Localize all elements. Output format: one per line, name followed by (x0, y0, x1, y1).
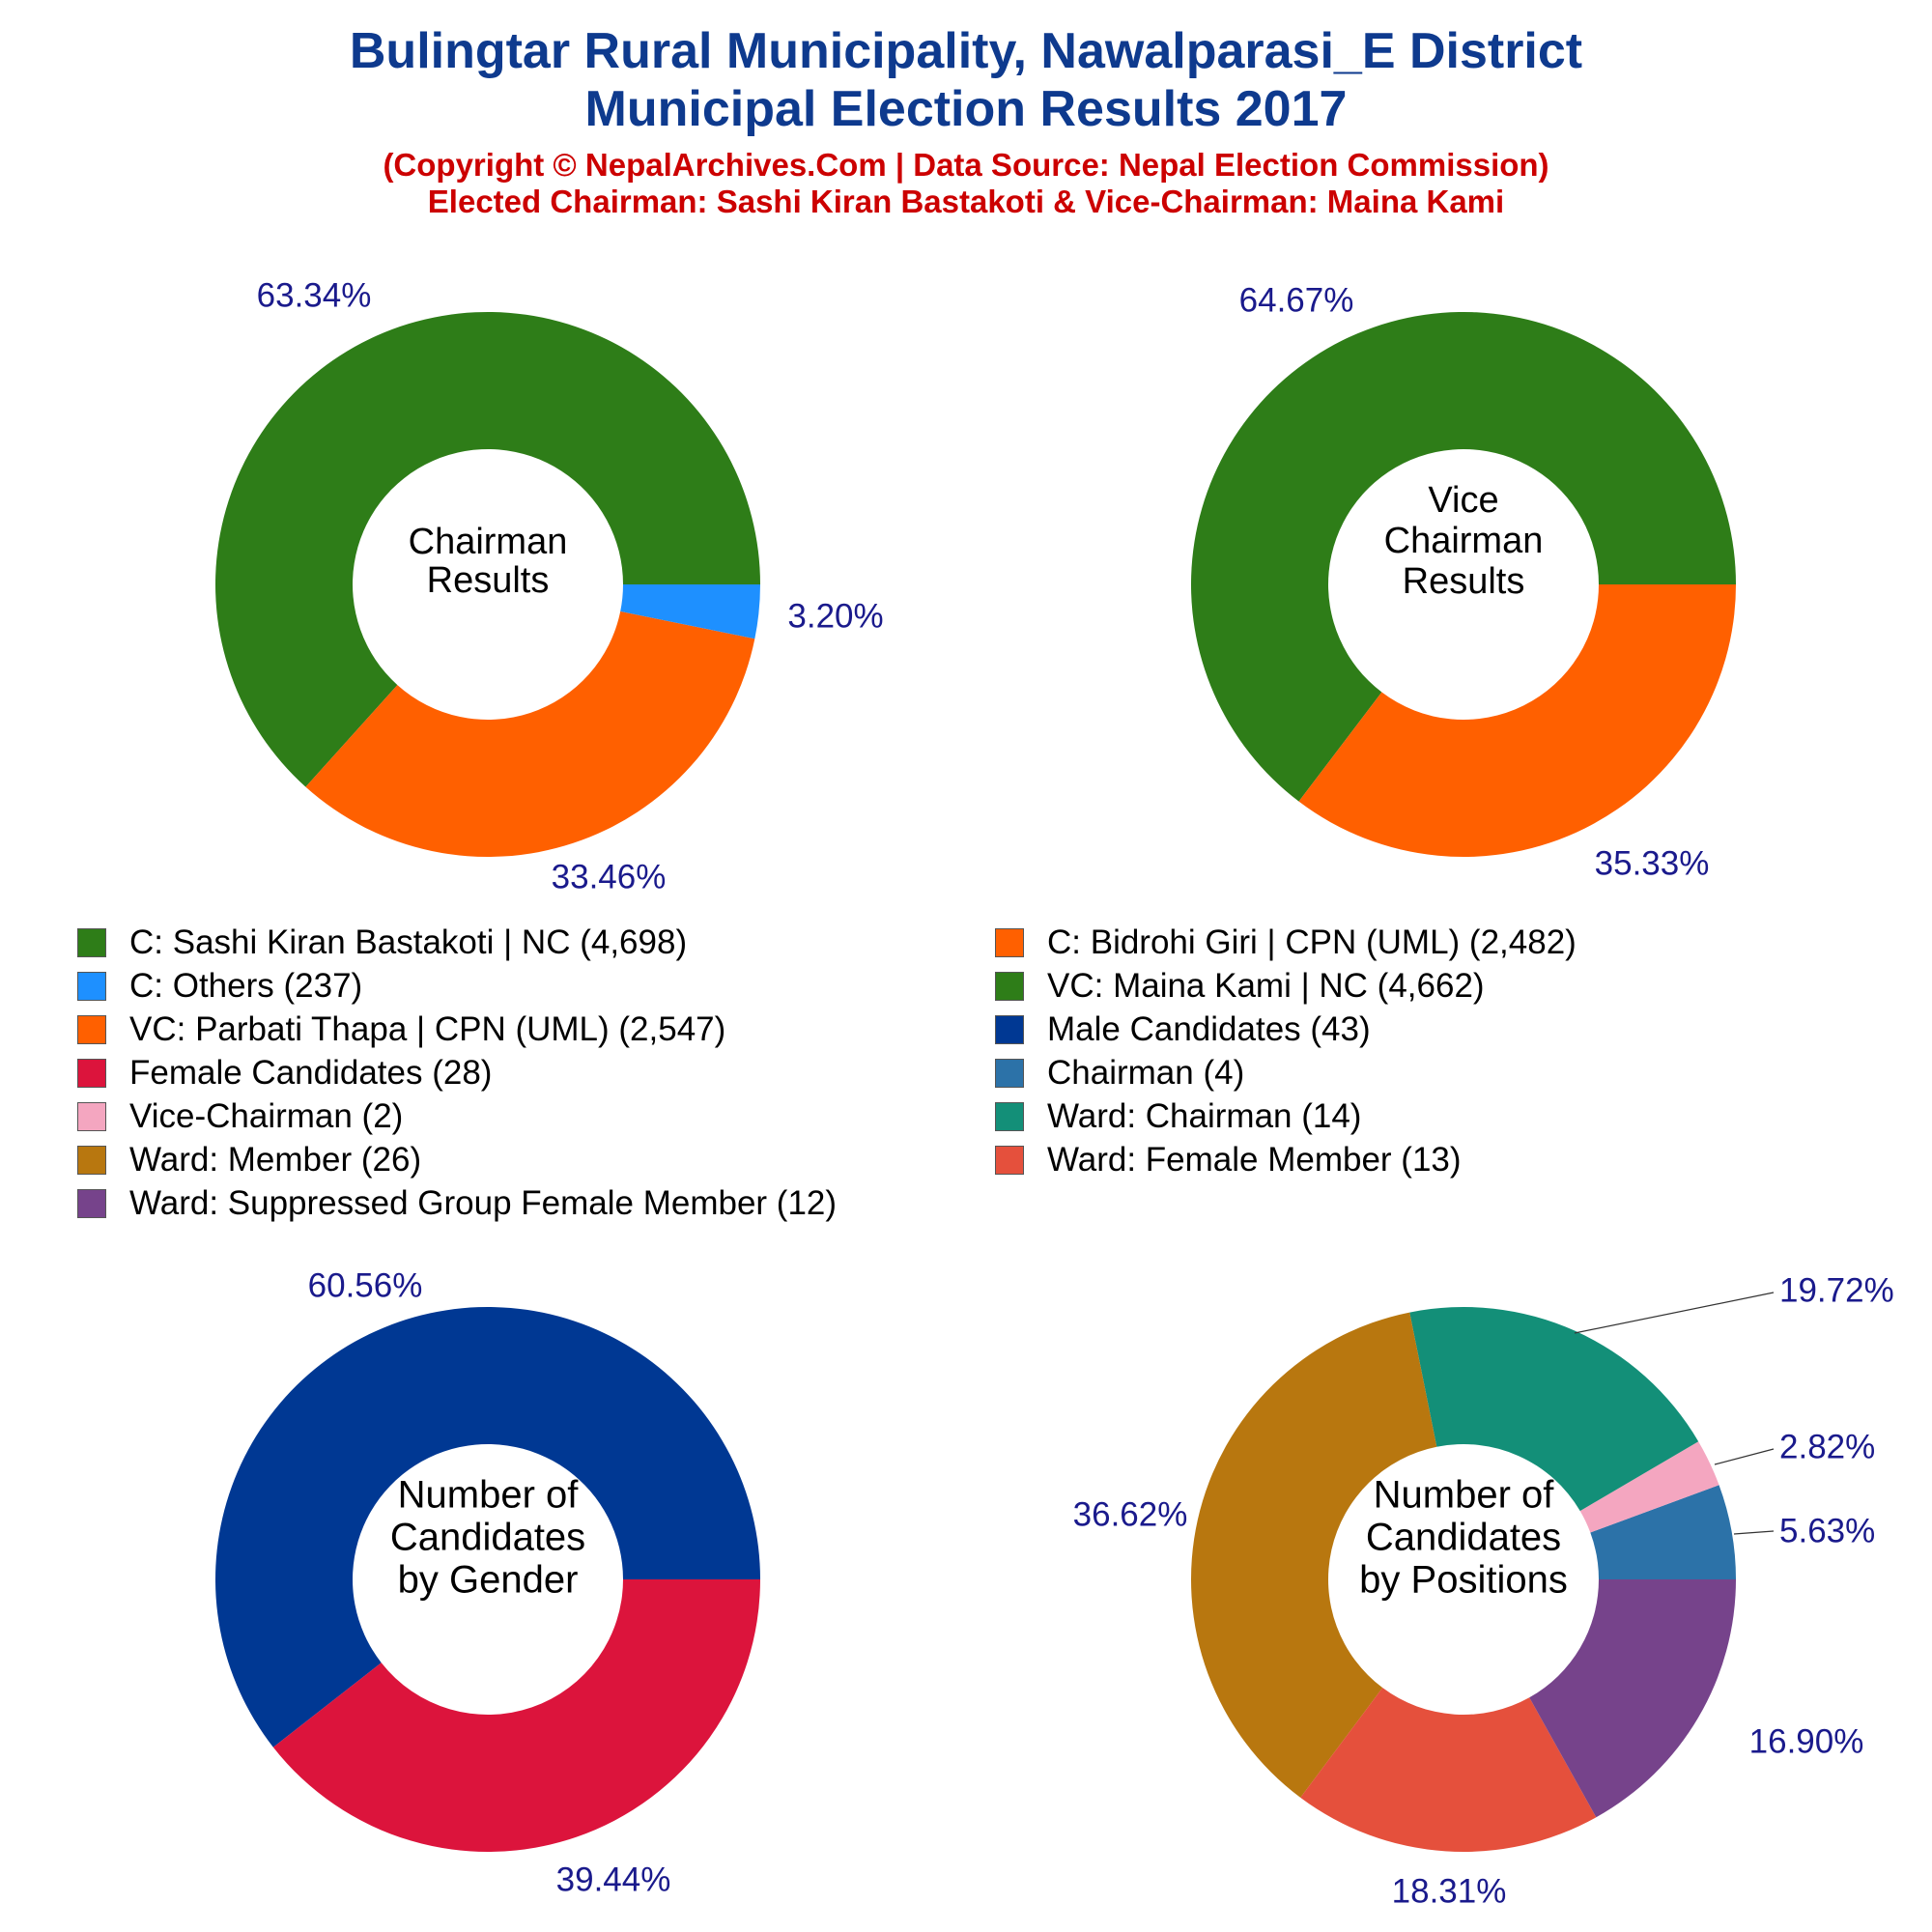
percent-label: 35.33% (1595, 844, 1710, 882)
donut-center-label: Candidates (390, 1517, 585, 1559)
legend-swatch (995, 1015, 1024, 1044)
donut-center-label: Vice (1428, 480, 1498, 521)
chart-title-line-1: Bulingtar Rural Municipality, Nawalparas… (349, 23, 1583, 79)
legend-label: C: Bidrohi Giri | CPN (UML) (2,482) (1047, 923, 1577, 961)
legend-label: VC: Parbati Thapa | CPN (UML) (2,547) (129, 1010, 726, 1048)
donut-center-label: Chairman (1384, 521, 1544, 561)
legend-swatch (77, 972, 106, 1001)
donut-slice (1529, 1579, 1736, 1818)
copyright-subtitle: (Copyright © NepalArchives.Com | Data So… (383, 147, 1549, 183)
legend-item: Ward: Member (26) (77, 1140, 421, 1180)
legend-label: C: Sashi Kiran Bastakoti | NC (4,698) (129, 923, 688, 961)
legend-label: Ward: Chairman (14) (1047, 1097, 1362, 1135)
percent-label: 18.31% (1392, 1872, 1507, 1910)
donut-slice (215, 312, 760, 787)
donut-slice (1190, 1312, 1437, 1798)
legend-item: Ward: Chairman (14) (995, 1096, 1361, 1137)
legend-item: Chairman (4) (995, 1053, 1244, 1094)
percent-label: 2.82% (1779, 1428, 1875, 1465)
percent-label: 39.44% (556, 1861, 671, 1898)
legend-item: VC: Maina Kami | NC (4,662) (995, 966, 1485, 1007)
label-leader-line (1733, 1530, 1775, 1535)
percent-label: 19.72% (1779, 1271, 1894, 1309)
percent-label: 64.67% (1239, 281, 1354, 319)
percent-label: 63.34% (257, 276, 372, 314)
legend-label: VC: Maina Kami | NC (4,662) (1047, 967, 1485, 1005)
legend-item: Vice-Chairman (2) (77, 1096, 403, 1137)
label-leader-line (1574, 1292, 1775, 1334)
legend-swatch (77, 1146, 106, 1175)
donut-slice (1590, 1485, 1736, 1579)
donut-slice (1409, 1307, 1699, 1512)
percent-label: 5.63% (1779, 1512, 1875, 1549)
elected-subtitle: Elected Chairman: Sashi Kiran Bastakoti … (427, 184, 1505, 219)
legend-item: C: Bidrohi Giri | CPN (UML) (2,482) (995, 923, 1577, 963)
legend-swatch (995, 1146, 1024, 1175)
legend-label: Male Candidates (43) (1047, 1010, 1371, 1048)
percent-label: 36.62% (1073, 1495, 1188, 1533)
donut-slice (1298, 584, 1736, 857)
donut-center-label: Results (1403, 561, 1525, 602)
donut-center-label: Results (427, 560, 550, 601)
legend-swatch (77, 1189, 106, 1218)
legend-label: Vice-Chairman (2) (129, 1097, 404, 1135)
legend-label: Ward: Suppressed Group Female Member (12… (129, 1184, 838, 1222)
legend-swatch (77, 1015, 106, 1044)
legend-swatch (77, 928, 106, 957)
legend-item: Ward: Suppressed Group Female Member (12… (77, 1183, 837, 1224)
legend-label: Ward: Female Member (13) (1047, 1141, 1462, 1179)
donut-slice (214, 1307, 760, 1747)
legend-swatch (995, 972, 1024, 1001)
donut-center-label: by Gender (398, 1559, 579, 1602)
donut-center-label: Chairman (409, 522, 568, 562)
donut-slice (305, 611, 755, 857)
percent-label: 3.20% (787, 597, 883, 635)
donut-center-label: Candidates (1366, 1517, 1561, 1559)
donut-center-label: Number of (398, 1474, 580, 1517)
legend-item: Male Candidates (43) (995, 1009, 1371, 1050)
donut-center-label: Number of (1374, 1474, 1555, 1517)
legend-label: C: Others (237) (129, 967, 363, 1005)
donut-slice (1300, 1688, 1597, 1852)
legend-swatch (77, 1102, 106, 1131)
percent-label: 16.90% (1749, 1722, 1864, 1760)
donut-chart: 5.63% 2.82% 19.72% 36.62% 18.31% 16.90% Number… (1073, 1271, 1894, 1910)
percent-label: 33.46% (552, 858, 667, 895)
legend-item: Ward: Female Member (13) (995, 1140, 1462, 1180)
donut-slice (1579, 1441, 1719, 1533)
donut-slice (1190, 311, 1736, 802)
legend-label: Chairman (4) (1047, 1054, 1245, 1092)
legend-swatch (77, 1059, 106, 1088)
legend-swatch (995, 928, 1024, 957)
donut-center-label: by Positions (1359, 1559, 1568, 1602)
legend-item: VC: Parbati Thapa | CPN (UML) (2,547) (77, 1009, 725, 1050)
legend-item: C: Sashi Kiran Bastakoti | NC (4,698) (77, 923, 687, 963)
label-leader-line (1714, 1448, 1775, 1465)
legend-label: Ward: Member (26) (129, 1141, 422, 1179)
donut-slice (272, 1579, 760, 1852)
donut-slice (620, 584, 760, 639)
legend-swatch (995, 1102, 1024, 1131)
chart-title-line-2: Municipal Election Results 2017 (584, 81, 1348, 137)
legend-label: Female Candidates (28) (129, 1054, 493, 1092)
legend-swatch (995, 1059, 1024, 1088)
percent-label: 60.56% (308, 1266, 423, 1304)
legend-item: Female Candidates (28) (77, 1053, 492, 1094)
legend-item: C: Others (237) (77, 966, 362, 1007)
